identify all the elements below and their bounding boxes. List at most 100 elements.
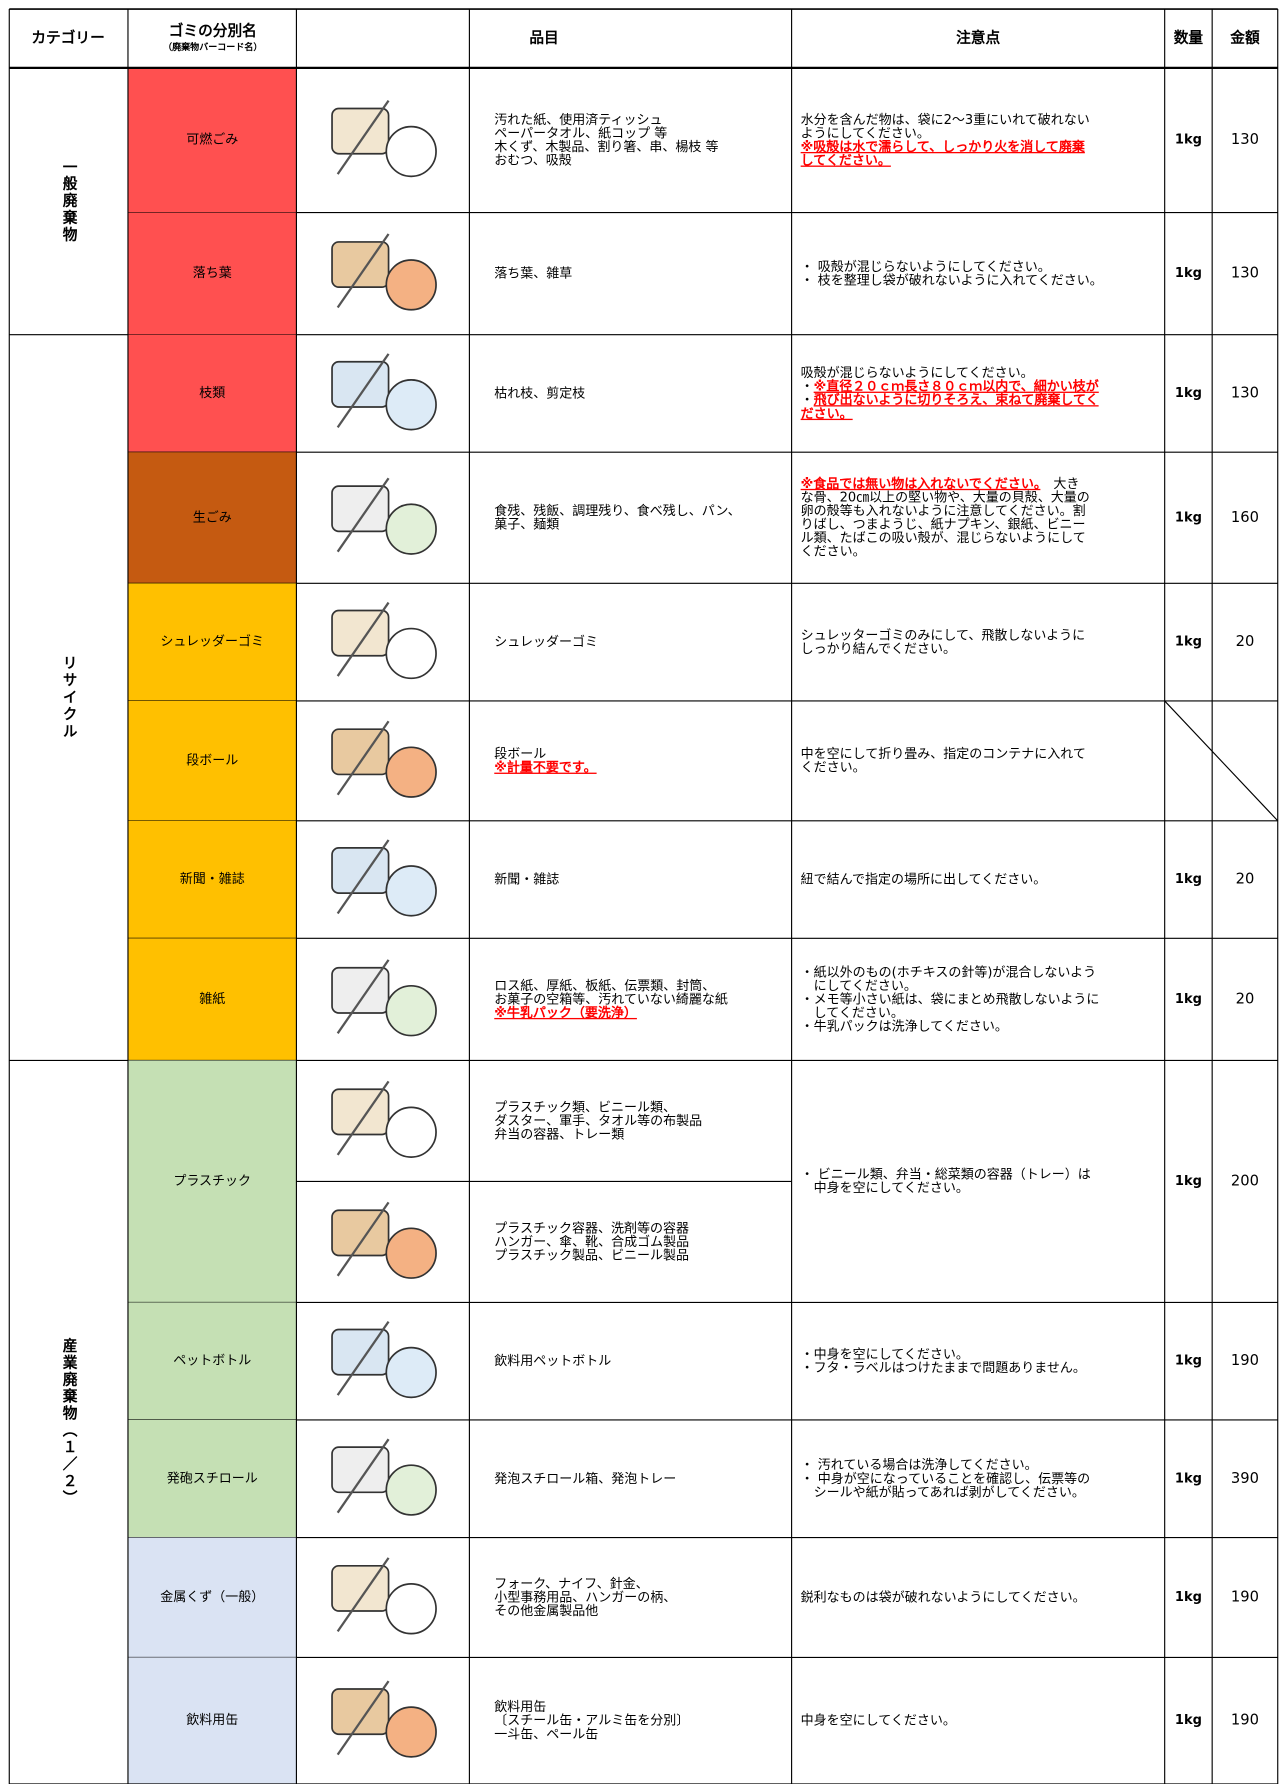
item-line: 落ち葉、雑草 xyxy=(494,265,572,281)
text-segment: 中身を空にしてください。 xyxy=(801,1712,956,1728)
name-cell xyxy=(127,1060,297,1303)
item-illustration xyxy=(331,1438,437,1516)
warning-text: ※直径２０ｃｍ長さ８０ｃｍ以内で、細かい枝が xyxy=(814,378,1099,394)
item-line: ※計量不要です。 xyxy=(494,759,596,775)
note-line: ようにしてください。 xyxy=(801,126,930,141)
item-line: ハンガー、傘、靴、合成ゴム製品 xyxy=(494,1233,689,1249)
illustration-shape xyxy=(331,485,390,533)
text-segment: フォーク、ナイフ、針金、 xyxy=(494,1575,648,1591)
text-segment: 段ボール xyxy=(494,747,546,762)
item-line: 飲料用ペットボトル xyxy=(494,1353,611,1369)
illustration-shape xyxy=(385,746,437,798)
quantity: 1kg xyxy=(1175,872,1202,887)
note-line: しっかり結んでください。 xyxy=(801,641,956,656)
header-notes: 注意点 xyxy=(956,28,1000,46)
header-quantity: 数量 xyxy=(1174,28,1204,46)
note-line: ・ 枝を整理し袋が破れないように入れてください。 xyxy=(801,273,1103,288)
note-line: 中身を空にしてください。 xyxy=(801,1712,956,1728)
text-segment: その他金属製品他 xyxy=(494,1603,598,1619)
illustration-shape xyxy=(336,233,390,309)
text-segment: 汚れた紙、使用済ティッシュ xyxy=(494,111,662,127)
illustration-shape xyxy=(385,1706,437,1758)
illustration-shape xyxy=(385,1464,437,1516)
note-line: ・※直径２０ｃｍ長さ８０ｃｍ以内で、細かい枝が xyxy=(801,378,1099,394)
text-segment: ・ ビニール類、弁当・総菜類の容器（トレー）は xyxy=(801,1166,1091,1182)
warning-text: 飛び出ないように切りそろえ、束ねて廃棄してく xyxy=(813,392,1099,408)
text-segment: な骨、20㎝以上の堅い物や、大量の貝殻、大量の xyxy=(801,490,1090,505)
text-segment: ・メモ等小さい紙は、袋にまとめ飛散しないように xyxy=(801,991,1100,1007)
price: 130 xyxy=(1231,131,1259,148)
item-line: 木くず、木製品、割り箸、串、楊枝 等 xyxy=(494,138,718,154)
note-line: ※吸殻は水で濡らして、しっかり火を消して廃棄 xyxy=(801,138,1086,154)
text-segment: 一斗缶、ペール缶 xyxy=(494,1727,598,1742)
item-line: プラスチック製品、ビニール製品 xyxy=(494,1248,689,1263)
quantity: 1kg xyxy=(1175,1590,1202,1605)
text-segment: ・ 枝を整理し袋が破れないように入れてください。 xyxy=(801,273,1103,288)
illustration-shape xyxy=(385,865,437,917)
note-line: ください。 xyxy=(801,760,866,775)
text-segment: ダスター、軍手、タオル等の布製品 xyxy=(494,1112,702,1128)
quantity: 1kg xyxy=(1175,266,1202,281)
illustration-shape xyxy=(331,107,390,155)
item-line: おむつ、吸殻 xyxy=(494,153,571,168)
header-name: ゴミの分別名 xyxy=(169,22,257,40)
item-line: フォーク、ナイフ、針金、 xyxy=(494,1575,648,1591)
note-line: 水分を含んだ物は、袋に2～3重にいれて破れない xyxy=(801,111,1090,127)
quantity: 1kg xyxy=(1175,1174,1202,1189)
text-segment: 木くず、木製品、割り箸、串、楊枝 等 xyxy=(494,138,718,154)
item-illustration xyxy=(331,1557,437,1635)
text-segment: ハンガー、傘、靴、合成ゴム製品 xyxy=(494,1233,689,1249)
item-line: 一斗缶、ペール缶 xyxy=(494,1727,598,1742)
text-segment: 卵の殻等も入れないように注意してください。割 xyxy=(801,503,1086,519)
text-segment: 飲料用缶 xyxy=(494,1699,546,1715)
text-segment: 水分を含んだ物は、袋に2～3重にいれて破れない xyxy=(801,111,1090,127)
text-segment: ください。 xyxy=(801,544,866,559)
text-segment: 大き xyxy=(1040,476,1079,491)
text-segment: 〔スチール缶・アルミ缶を分別〕 xyxy=(494,1713,689,1728)
item-line: 枯れ枝、剪定枝 xyxy=(494,385,585,401)
item-line: シュレッダーゴミ xyxy=(494,634,598,650)
text-segment: プラスチック類、ビニール類、 xyxy=(494,1100,676,1115)
item-line: 発泡スチロール箱、発泡トレー xyxy=(494,1470,676,1486)
item-illustration xyxy=(331,1680,437,1758)
text-segment: 吸殻が混じらないようにしてください。 xyxy=(801,366,1034,381)
illustration-shape xyxy=(336,601,390,677)
header-price: 金額 xyxy=(1229,28,1260,46)
name-cell xyxy=(127,1537,297,1658)
waste-name: 段ボール xyxy=(186,753,238,768)
text-segment: プラスチック製品、ビニール製品 xyxy=(494,1248,689,1263)
item-illustration xyxy=(331,233,437,311)
header-category: カテゴリー xyxy=(31,28,104,46)
illustration-shape xyxy=(385,1346,437,1399)
item-illustration xyxy=(331,601,437,680)
item-line: 汚れた紙、使用済ティッシュ xyxy=(494,111,662,127)
illustration-shape xyxy=(385,984,437,1037)
item-line: 飲料用缶 xyxy=(494,1699,546,1715)
text-segment: シールや紙が貼ってあれば剥がしてください。 xyxy=(801,1485,1085,1500)
name-cell xyxy=(127,212,297,335)
note-line: ください。 xyxy=(801,544,866,559)
quantity: 1kg xyxy=(1175,992,1202,1007)
waste-name: 飲料用缶 xyxy=(186,1712,238,1728)
note-line: りばし、つまようじ、紙ナプキン、銀紙、ビニー xyxy=(801,517,1086,532)
price: 190 xyxy=(1231,1588,1259,1605)
illustration-shape xyxy=(336,99,390,175)
illustration-shape xyxy=(336,1320,390,1396)
warning-text: ※食品では無い物は入れないでください。 xyxy=(801,475,1041,491)
name-cell xyxy=(127,334,297,453)
waste-name: 落ち葉 xyxy=(193,266,232,281)
text-segment: 中身を空にしてください。 xyxy=(801,1180,969,1196)
item-line: 段ボール xyxy=(494,747,546,762)
waste-name: ペットボトル xyxy=(173,1354,251,1369)
illustration-shape xyxy=(385,627,437,680)
warning-text: ※吸殻は水で濡らして、しっかり火を消して廃棄 xyxy=(801,138,1086,154)
note-line: ・ 汚れている場合は洗浄してください。 xyxy=(801,1458,1038,1473)
illustration-shape xyxy=(331,847,390,894)
warning-text: ※牛乳パック（要洗浄） xyxy=(494,1004,637,1020)
quantity: 1kg xyxy=(1175,635,1202,650)
not-applicable-slash xyxy=(1164,700,1279,822)
item-line: 〔スチール缶・アルミ缶を分別〕 xyxy=(494,1713,689,1728)
item-line: プラスチック容器、洗剤等の容器 xyxy=(494,1220,689,1236)
note-line: ル類、たばこの吸い殻が、混じらないようにして xyxy=(801,531,1086,546)
